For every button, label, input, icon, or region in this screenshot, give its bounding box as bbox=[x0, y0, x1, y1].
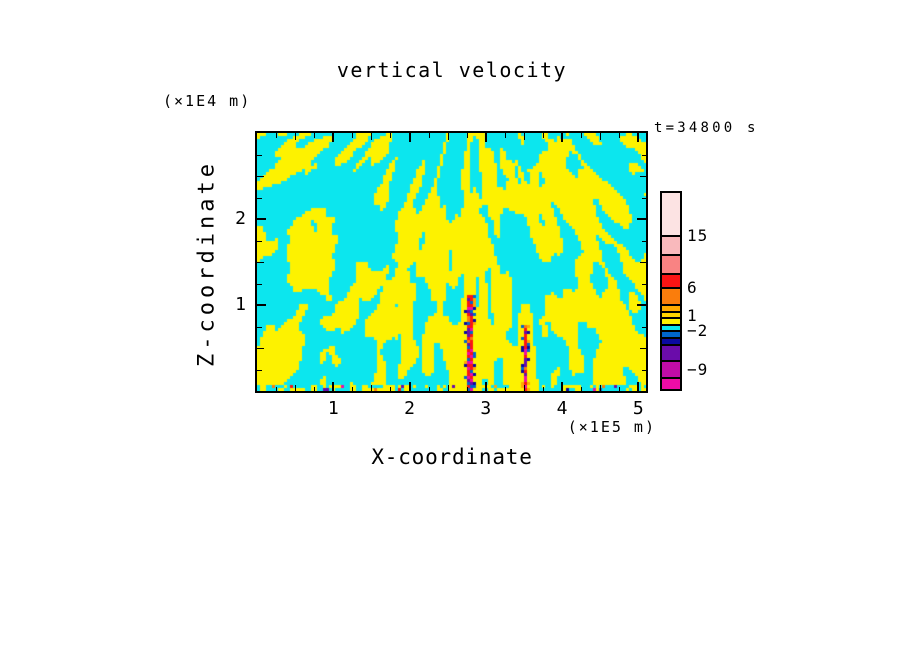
x-tick bbox=[485, 382, 487, 391]
x-tick bbox=[428, 133, 430, 138]
time-label: t=34800 s bbox=[654, 120, 759, 136]
x-tick bbox=[561, 382, 563, 391]
y-tick bbox=[257, 175, 264, 177]
x-tick bbox=[637, 133, 639, 142]
colorbar-label: 15 bbox=[687, 226, 709, 245]
colorbar bbox=[660, 191, 682, 391]
x-tick bbox=[351, 386, 353, 391]
colorbar-segment bbox=[662, 344, 680, 360]
y-tick bbox=[641, 240, 646, 242]
x-tick bbox=[332, 382, 334, 391]
x-tick bbox=[599, 133, 601, 140]
colorbar-label: 1 bbox=[687, 306, 698, 325]
x-tick bbox=[504, 386, 506, 391]
colorbar-segment bbox=[662, 324, 680, 330]
y-tick bbox=[257, 326, 262, 328]
x-tick bbox=[275, 133, 277, 138]
x-tick bbox=[409, 382, 411, 391]
y-tick bbox=[637, 304, 646, 306]
x-tick bbox=[389, 133, 391, 138]
x-tick bbox=[313, 386, 315, 391]
y-tick bbox=[257, 283, 262, 285]
y-tick bbox=[257, 261, 264, 263]
x-tick-label: 5 bbox=[632, 398, 644, 419]
x-tick bbox=[542, 386, 544, 391]
x-tick bbox=[313, 133, 315, 138]
x-tick bbox=[580, 133, 582, 138]
colorbar-label: −9 bbox=[687, 360, 709, 379]
x-tick bbox=[275, 386, 277, 391]
x-tick bbox=[561, 133, 563, 142]
plot-title: vertical velocity bbox=[336, 58, 568, 82]
x-tick bbox=[294, 384, 296, 391]
x-tick bbox=[485, 133, 487, 142]
colorbar-segment bbox=[662, 337, 680, 344]
x-tick bbox=[523, 384, 525, 391]
x-axis-units-label: (×1E5 m) bbox=[567, 418, 656, 436]
x-tick bbox=[409, 133, 411, 142]
x-tick bbox=[351, 133, 353, 138]
y-tick bbox=[257, 240, 262, 242]
x-tick bbox=[447, 384, 449, 391]
y-tick bbox=[637, 218, 646, 220]
x-tick bbox=[332, 133, 334, 142]
x-tick bbox=[599, 384, 601, 391]
x-tick bbox=[370, 133, 372, 140]
y-tick bbox=[641, 369, 646, 371]
colorbar-label: −2 bbox=[687, 321, 709, 340]
colorbar-segment bbox=[662, 317, 680, 324]
colorbar-segment bbox=[662, 254, 680, 273]
y-tick bbox=[257, 369, 262, 371]
x-tick bbox=[428, 386, 430, 391]
y-tick bbox=[257, 347, 264, 349]
x-tick bbox=[389, 386, 391, 391]
colorbar-segment bbox=[662, 193, 680, 235]
colorbar-segment bbox=[662, 360, 680, 377]
colorbar-segment bbox=[662, 273, 680, 287]
y-tick-label: 1 bbox=[235, 294, 246, 315]
y-axis-label: Z-coordinate bbox=[194, 160, 220, 367]
x-tick bbox=[523, 133, 525, 140]
y-tick bbox=[257, 197, 262, 199]
x-tick-label: 1 bbox=[327, 398, 339, 419]
y-tick bbox=[641, 326, 646, 328]
x-tick bbox=[370, 384, 372, 391]
x-tick bbox=[542, 133, 544, 138]
x-tick bbox=[618, 133, 620, 138]
colorbar-segment bbox=[662, 377, 680, 389]
x-axis-label: X-coordinate bbox=[371, 445, 533, 469]
y-tick bbox=[257, 154, 262, 156]
y-tick bbox=[639, 175, 646, 177]
colorbar-segment bbox=[662, 330, 680, 337]
x-tick bbox=[504, 133, 506, 138]
x-tick bbox=[466, 386, 468, 391]
x-tick-label: 3 bbox=[480, 398, 492, 419]
x-tick bbox=[637, 382, 639, 391]
colorbar-segment bbox=[662, 287, 680, 304]
x-tick bbox=[618, 386, 620, 391]
colorbar-label: 6 bbox=[687, 278, 698, 297]
x-tick-label: 4 bbox=[556, 398, 568, 419]
y-tick bbox=[641, 283, 646, 285]
contour-field-image bbox=[257, 133, 646, 391]
x-tick bbox=[447, 133, 449, 140]
y-tick bbox=[257, 304, 266, 306]
colorbar-segment bbox=[662, 235, 680, 254]
x-tick bbox=[466, 133, 468, 138]
x-tick-label: 2 bbox=[404, 398, 415, 419]
y-tick bbox=[639, 347, 646, 349]
y-tick bbox=[641, 197, 646, 199]
x-tick bbox=[294, 133, 296, 140]
y-tick bbox=[641, 154, 646, 156]
y-tick bbox=[639, 261, 646, 263]
colorbar-segment bbox=[662, 304, 680, 311]
colorbar-segment bbox=[662, 311, 680, 317]
y-tick bbox=[257, 218, 266, 220]
y-axis-units-label: (×1E4 m) bbox=[163, 92, 252, 110]
x-tick bbox=[580, 386, 582, 391]
y-tick-label: 2 bbox=[235, 208, 246, 229]
plot-box bbox=[255, 131, 648, 393]
